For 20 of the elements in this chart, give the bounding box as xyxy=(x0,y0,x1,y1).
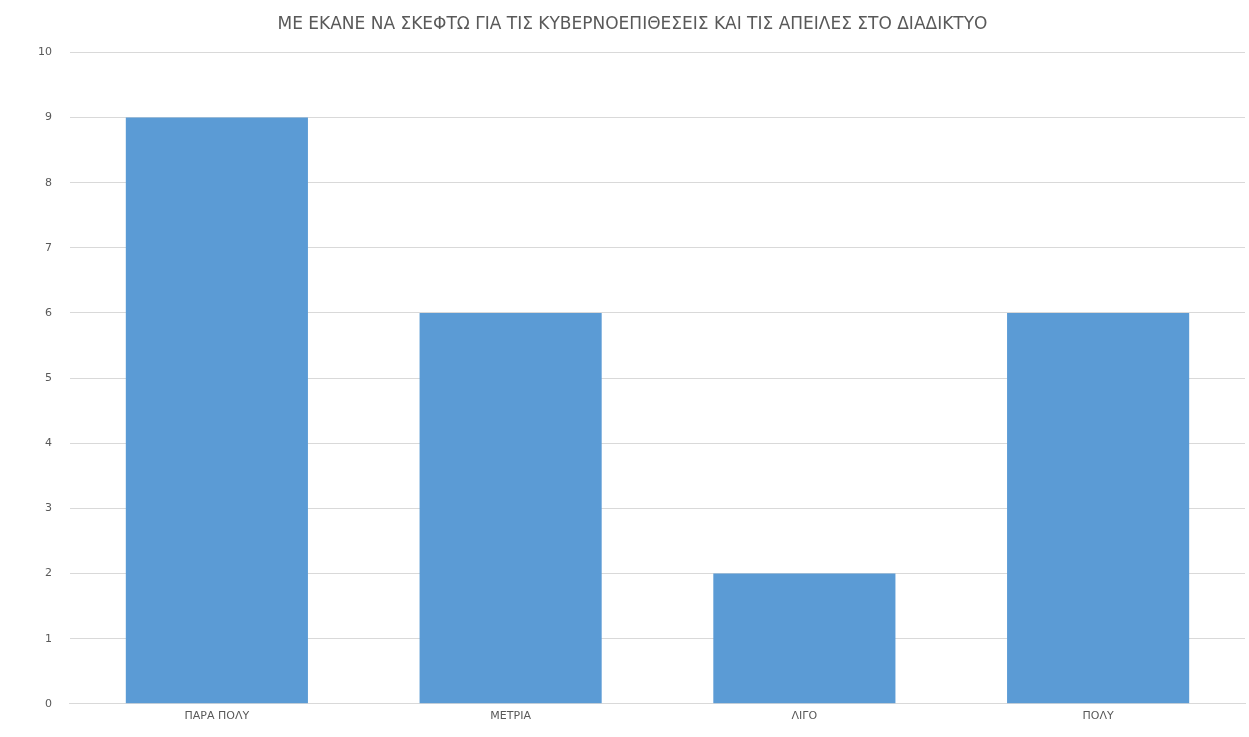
y-tick-label: 2 xyxy=(45,566,52,580)
y-tick-label: 9 xyxy=(45,110,52,124)
x-tick-label: ΜΕΤΡΙΑ xyxy=(490,709,532,723)
x-tick-label: ΛΙΓΟ xyxy=(791,709,818,723)
y-tick-label: 4 xyxy=(45,436,52,450)
y-tick-label: 5 xyxy=(45,370,52,384)
bar xyxy=(419,312,602,704)
bar xyxy=(713,573,896,704)
y-tick-label: 10 xyxy=(38,45,52,59)
bar xyxy=(1007,312,1190,704)
y-tick-label: 1 xyxy=(45,631,52,645)
y-tick-label: 3 xyxy=(45,501,52,515)
bar xyxy=(125,117,308,704)
y-tick-label: 8 xyxy=(45,175,52,189)
y-tick-label: 0 xyxy=(45,696,52,710)
x-tick-label: ΠΟΛΥ xyxy=(1082,709,1114,723)
chart-title: ΜΕ ΕΚΑΝΕ ΝΑ ΣΚΕΦΤΩ ΓΙΑ ΤΙΣ ΚΥΒΕΡΝΟΕΠΙΘΕΣΕΙΣ ΚΑΙ ΤΙΣ ΑΠΕΙΛΕΣ ΣΤΟ ΔΙΑΔΙΚΤΥΟ xyxy=(277,12,988,33)
x-tick-label: ΠΑΡΑ ΠΟΛΥ xyxy=(184,709,250,723)
y-tick-label: 6 xyxy=(45,305,52,319)
y-tick-label: 7 xyxy=(45,240,52,254)
